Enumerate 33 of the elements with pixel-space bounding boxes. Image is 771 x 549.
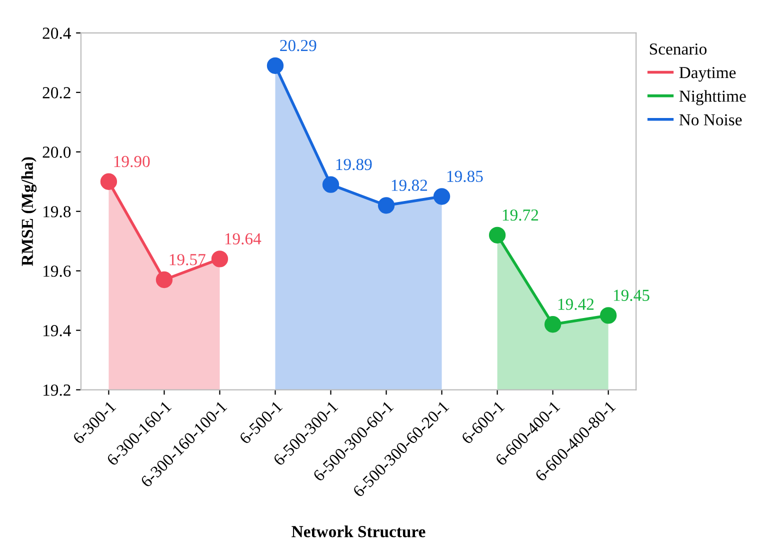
data-label: 19.72 — [502, 209, 538, 221]
data-label: 19.64 — [225, 233, 262, 245]
legend-title: Scenario — [650, 43, 707, 55]
data-label: 19.45 — [614, 290, 650, 302]
legend-label: No Noise — [679, 114, 742, 126]
point — [433, 188, 450, 205]
data-label: 19.42 — [558, 298, 594, 310]
point — [600, 307, 617, 324]
legend-label: Daytime — [679, 67, 736, 82]
data-label: 19.89 — [336, 158, 372, 170]
y-tick-label: 19.6 — [44, 266, 71, 277]
data-label: 19.57 — [170, 254, 206, 266]
point — [488, 226, 506, 244]
data-label: 20.29 — [280, 40, 316, 52]
data-label: 19.90 — [114, 156, 150, 168]
y-tick-label: 19.4 — [44, 325, 71, 336]
x-axis-title: Network Structure — [292, 526, 426, 538]
data-label: 19.82 — [392, 180, 428, 191]
y-tick-label: 20.2 — [42, 87, 70, 98]
y-tick-label: 19.8 — [44, 206, 71, 218]
legend-label: Nighttime — [679, 90, 746, 106]
y-tick-label: 20.4 — [42, 28, 71, 39]
point — [100, 173, 118, 190]
point — [544, 316, 562, 333]
data-label: 19.85 — [447, 170, 483, 182]
y-tick-label: 19.2 — [44, 384, 70, 396]
point — [211, 250, 228, 268]
point — [322, 176, 340, 193]
y-axis-title: RMSE (Mg/ha) — [21, 157, 37, 266]
y-tick-label: 20.0 — [42, 146, 71, 158]
point — [156, 271, 173, 288]
point — [266, 57, 284, 74]
point — [378, 197, 395, 214]
